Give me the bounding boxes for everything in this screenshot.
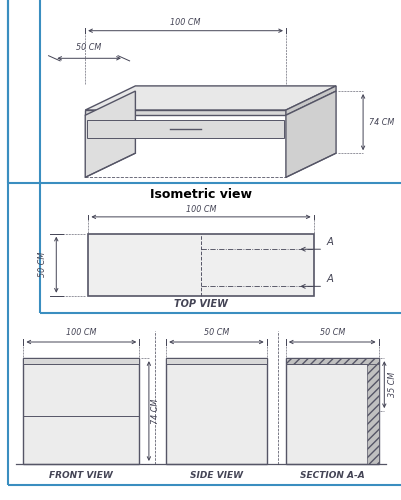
Bar: [88, 234, 313, 296]
Text: A: A: [325, 274, 332, 284]
Text: 35 CM: 35 CM: [387, 372, 396, 398]
Text: 50 CM: 50 CM: [203, 328, 229, 337]
Bar: [285, 358, 378, 464]
Text: FRONT VIEW: FRONT VIEW: [49, 471, 113, 480]
Text: 100 CM: 100 CM: [170, 18, 200, 27]
Bar: [87, 120, 283, 138]
Text: TOP VIEW: TOP VIEW: [174, 299, 227, 309]
Bar: [23, 358, 139, 464]
Text: 50 CM: 50 CM: [319, 328, 344, 337]
Text: 50 CM: 50 CM: [38, 252, 47, 278]
Polygon shape: [285, 86, 335, 115]
Text: SECTION A-A: SECTION A-A: [299, 471, 364, 480]
Bar: [285, 358, 378, 364]
Bar: [366, 364, 378, 464]
Polygon shape: [85, 86, 335, 110]
Bar: [166, 358, 266, 364]
Polygon shape: [85, 91, 135, 178]
Text: 74 CM: 74 CM: [150, 398, 160, 423]
Text: 50 CM: 50 CM: [76, 44, 101, 52]
Text: A: A: [325, 237, 332, 247]
Polygon shape: [285, 91, 335, 178]
Bar: [166, 358, 266, 464]
Text: 100 CM: 100 CM: [66, 328, 96, 337]
Text: Isometric view: Isometric view: [150, 188, 251, 200]
Text: SIDE VIEW: SIDE VIEW: [189, 471, 242, 480]
Polygon shape: [85, 110, 285, 115]
Bar: [23, 358, 139, 364]
Text: 100 CM: 100 CM: [185, 204, 216, 214]
Text: 74 CM: 74 CM: [368, 118, 393, 126]
